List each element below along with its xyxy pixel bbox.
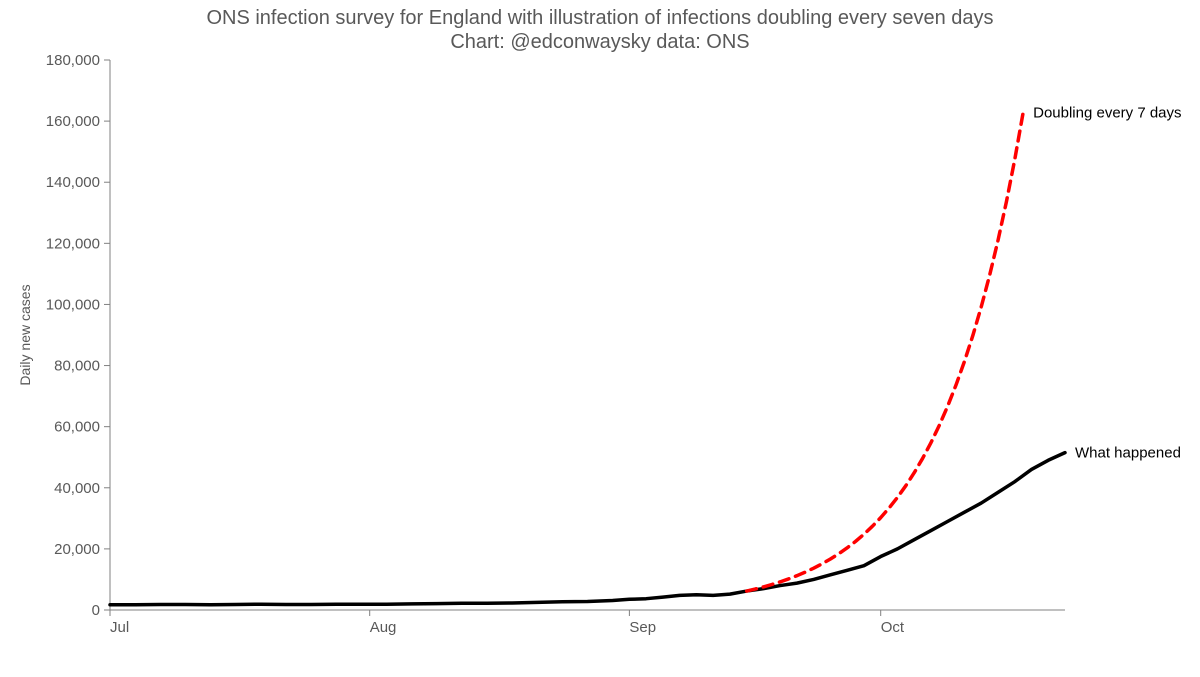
- y-tick-label: 0: [92, 602, 100, 619]
- y-tick-label: 20,000: [54, 541, 100, 558]
- y-tick-label: 140,000: [46, 174, 100, 191]
- y-tick-label: 180,000: [46, 52, 100, 69]
- x-tick-label: Jul: [110, 619, 129, 636]
- y-tick-label: 80,000: [54, 358, 100, 375]
- series-label-what-happened: What happened: [1075, 445, 1181, 462]
- y-tick-label: 60,000: [54, 419, 100, 436]
- chart-background: [0, 0, 1200, 677]
- y-tick-label: 40,000: [54, 480, 100, 497]
- chart-svg: ONS infection survey for England with il…: [0, 0, 1200, 677]
- y-tick-label: 100,000: [46, 296, 100, 313]
- x-tick-label: Aug: [370, 619, 397, 636]
- x-tick-label: Sep: [629, 619, 656, 636]
- y-axis-label: Daily new cases: [17, 284, 33, 385]
- series-label-doubling: Doubling every 7 days: [1033, 105, 1181, 122]
- chart-container: ONS infection survey for England with il…: [0, 0, 1200, 677]
- chart-title-line2: Chart: @edconwaysky data: ONS: [450, 31, 749, 53]
- y-tick-label: 120,000: [46, 235, 100, 252]
- chart-title-line1: ONS infection survey for England with il…: [206, 7, 993, 29]
- y-tick-label: 160,000: [46, 113, 100, 130]
- x-tick-label: Oct: [881, 619, 905, 636]
